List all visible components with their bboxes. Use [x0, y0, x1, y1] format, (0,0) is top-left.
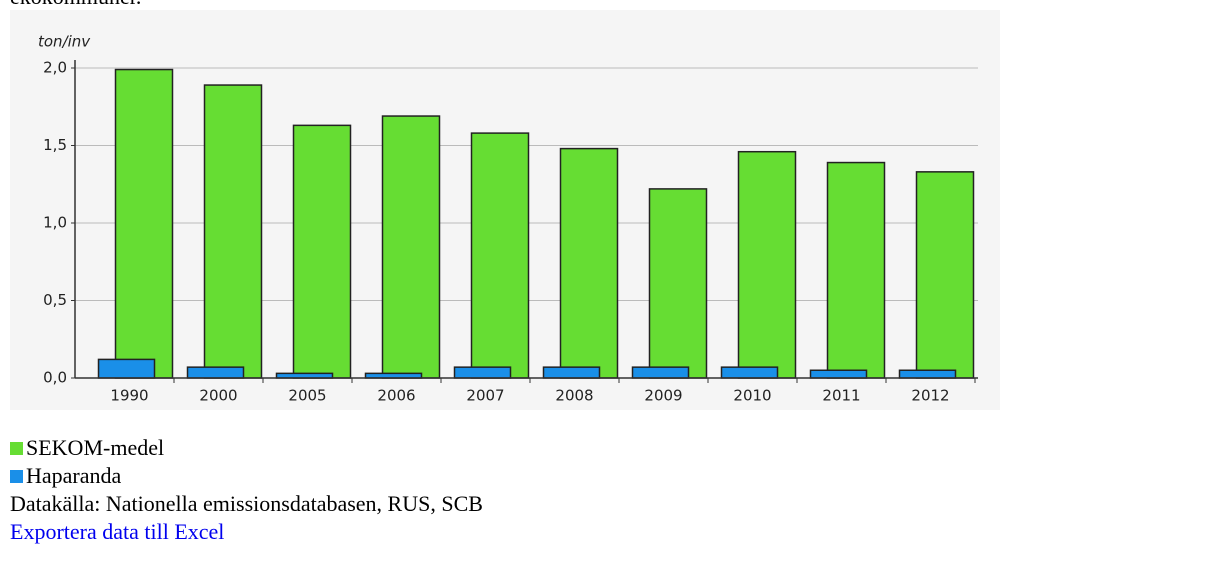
y-tick-label: 1,5 — [43, 136, 67, 154]
bar — [97, 358, 156, 379]
bar — [542, 366, 601, 379]
x-tick-label: 2010 — [733, 387, 771, 405]
x-tick-label: 2005 — [288, 387, 326, 405]
x-tick-label: 2000 — [199, 387, 237, 405]
y-tick-label: 0,0 — [43, 369, 67, 387]
bar — [470, 132, 530, 379]
legend-label: Haparanda — [26, 463, 122, 488]
x-tick-label: 1990 — [110, 387, 148, 405]
bar — [826, 161, 886, 379]
x-tick-label: 2012 — [911, 387, 949, 405]
bar — [114, 68, 174, 379]
export-link[interactable]: Exportera data till Excel — [10, 519, 225, 544]
bar — [737, 150, 797, 379]
bar — [381, 115, 441, 379]
legend-swatch — [10, 470, 23, 483]
legend-label: SEKOM-medel — [26, 435, 165, 460]
bar — [292, 124, 352, 379]
bar — [915, 171, 975, 379]
x-tick-label: 2007 — [466, 387, 504, 405]
bar — [648, 188, 708, 379]
page-text: ekokommuner. — [10, 0, 141, 10]
export-row: Exportera data till Excel — [10, 518, 483, 546]
x-tick-label: 2009 — [644, 387, 682, 405]
bar — [186, 366, 245, 379]
legend-swatch — [10, 442, 23, 455]
x-tick-label: 2006 — [377, 387, 415, 405]
legend-item: Haparanda — [10, 462, 483, 490]
bar — [809, 369, 868, 379]
x-tick-label: 2008 — [555, 387, 593, 405]
y-tick-label: 0,5 — [43, 291, 67, 309]
legend-item: SEKOM-medel — [10, 434, 483, 462]
bar — [453, 366, 512, 379]
bar — [559, 147, 619, 379]
legend: SEKOM-medel Haparanda Datakälla: Nationell… — [10, 434, 483, 546]
chart: ton/inv 0,0 0,5 1,0 1,5 2,0 1990 2000 2005 2006 2… — [10, 10, 1000, 410]
x-tick-label: 2011 — [822, 387, 860, 405]
y-tick-label: 1,0 — [43, 214, 67, 232]
y-axis-label: ton/inv — [38, 33, 91, 51]
bar — [631, 366, 690, 379]
bar — [720, 366, 779, 379]
bar — [898, 369, 957, 379]
y-tick-label: 2,0 — [43, 59, 67, 77]
bar — [203, 84, 263, 379]
source-note: Datakälla: Nationella emissionsdatabasen… — [10, 491, 483, 516]
